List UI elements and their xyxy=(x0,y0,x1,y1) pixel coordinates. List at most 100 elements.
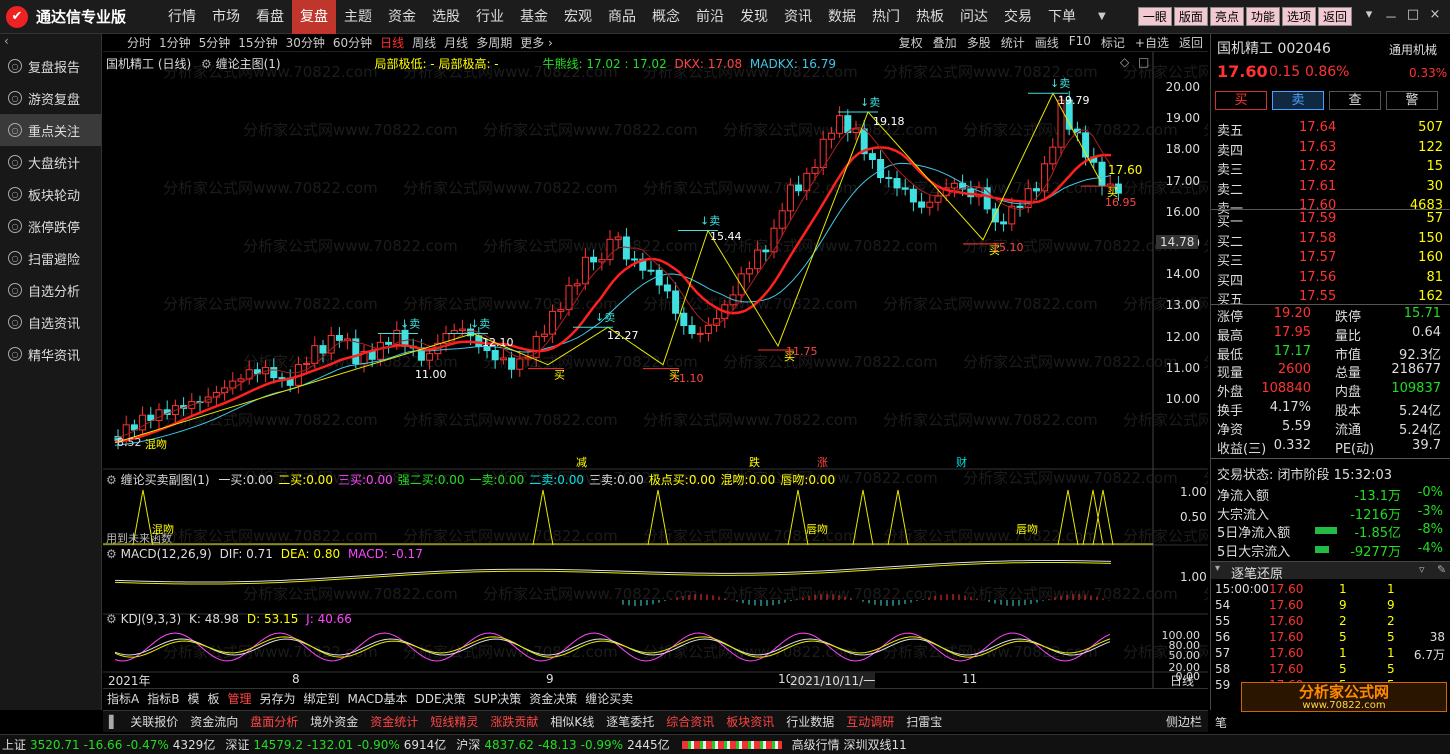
hs-index-name[interactable]: 沪深 xyxy=(456,738,481,752)
candle-body[interactable] xyxy=(549,310,557,335)
candle-body[interactable] xyxy=(385,341,393,345)
sidebar-item-2[interactable]: ○ 重点关注 xyxy=(0,114,101,146)
flow-row-0[interactable]: 净流入额 -13.1万 -0% xyxy=(1211,485,1450,504)
top-pill-3[interactable]: 功能 xyxy=(1245,7,1280,26)
candle-body[interactable] xyxy=(885,177,893,180)
period-tab-7[interactable]: 周线 xyxy=(412,36,437,50)
candle-body[interactable] xyxy=(786,184,794,212)
candle-body[interactable] xyxy=(1008,205,1016,225)
candle-body[interactable] xyxy=(311,345,319,364)
sidebar-item-8[interactable]: ○ 自选资讯 xyxy=(0,306,101,338)
period-tab-5[interactable]: 60分钟 xyxy=(332,36,373,50)
candle-body[interactable] xyxy=(139,414,147,431)
candle-body[interactable] xyxy=(647,269,655,272)
menu-item-8[interactable]: 基金 xyxy=(520,8,548,25)
candle-body[interactable] xyxy=(573,283,581,287)
candle-body[interactable] xyxy=(1114,183,1122,194)
indicator-tab-2[interactable]: 模 xyxy=(187,692,200,706)
sidebar-item-4[interactable]: ○ 板块轮动 xyxy=(0,178,101,210)
menu-item-13[interactable]: 发现 xyxy=(740,8,768,25)
indicator-tab-11[interactable]: 缠论买卖 xyxy=(585,692,634,706)
menu-item-11[interactable]: 概念 xyxy=(652,8,680,25)
event-marker-1[interactable]: 减 xyxy=(576,456,587,469)
candle-body[interactable] xyxy=(926,201,934,208)
function-item-10[interactable]: 板块资讯 xyxy=(726,715,775,729)
function-item-11[interactable]: 行业数据 xyxy=(786,715,835,729)
ask-row-3[interactable]: 卖二 17.61 30 xyxy=(1211,179,1450,198)
flow-row-1[interactable]: 大宗流入 -1216万 -3% xyxy=(1211,504,1450,523)
candle-body[interactable] xyxy=(1098,161,1106,187)
candle-body[interactable] xyxy=(795,184,803,192)
chart-tool-1[interactable]: 叠加 xyxy=(932,36,957,50)
function-item-6[interactable]: 涨跌贡献 xyxy=(490,715,539,729)
period-tab-6[interactable]: 日线 xyxy=(380,36,405,50)
period-tab-2[interactable]: 5分钟 xyxy=(198,36,231,50)
candle-body[interactable] xyxy=(1016,205,1024,208)
indicator-tab-1[interactable]: 指标B xyxy=(147,692,180,706)
ask-row-0[interactable]: 卖五 17.64 507 xyxy=(1211,120,1450,139)
candle-body[interactable] xyxy=(745,268,753,275)
menu-item-20[interactable]: 下单 xyxy=(1048,8,1076,25)
candle-body[interactable] xyxy=(811,166,819,174)
candle-body[interactable] xyxy=(934,195,942,203)
sz-index-name[interactable]: 深证 xyxy=(225,738,250,752)
chart-tool-2[interactable]: 多股 xyxy=(966,36,991,50)
chart-tool-5[interactable]: F10 xyxy=(1068,34,1091,48)
candle-body[interactable] xyxy=(147,414,155,422)
period-tab-3[interactable]: 15分钟 xyxy=(238,36,278,50)
function-item-1[interactable]: 资金流向 xyxy=(190,715,239,729)
indicator-tab-6[interactable]: 绑定到 xyxy=(303,692,340,706)
menu-item-18[interactable]: 问达 xyxy=(960,8,988,25)
candle-body[interactable] xyxy=(426,353,434,361)
event-marker-3[interactable]: 涨 xyxy=(817,456,828,469)
period-tab-0[interactable]: 分时 xyxy=(127,36,152,50)
candle-body[interactable] xyxy=(335,335,343,341)
indicator-tab-4[interactable]: 管理 xyxy=(227,692,252,706)
candle-body[interactable] xyxy=(663,284,671,292)
candle-body[interactable] xyxy=(557,309,565,312)
top-pill-2[interactable]: 亮点 xyxy=(1209,7,1244,26)
flow-row-2[interactable]: 5日净流入额 -1.85亿 -8% xyxy=(1211,522,1450,541)
sidebar-item-6[interactable]: ○ 扫雷避险 xyxy=(0,242,101,274)
candle-body[interactable] xyxy=(827,132,835,140)
tick-pin-icon[interactable]: ✎ xyxy=(1437,563,1447,576)
trade-action-0[interactable]: 买 xyxy=(1215,91,1267,110)
candle-body[interactable] xyxy=(467,328,475,337)
candle-body[interactable] xyxy=(688,325,696,335)
menu-item-9[interactable]: 宏观 xyxy=(564,8,592,25)
menu-item-4[interactable]: 主题 xyxy=(344,8,372,25)
sidebar-collapse-icon[interactable]: ‹ xyxy=(4,34,9,48)
function-item-3[interactable]: 境外资金 xyxy=(310,715,359,729)
chart-tool-6[interactable]: 标记 xyxy=(1100,36,1125,50)
sidebar-item-7[interactable]: ○ 自选分析 xyxy=(0,274,101,306)
candle-body[interactable] xyxy=(778,210,786,229)
candle-body[interactable] xyxy=(836,115,844,134)
macd-title[interactable]: MACD(12,26,9) xyxy=(120,547,212,561)
candle-body[interactable] xyxy=(909,188,917,203)
candle-body[interactable] xyxy=(672,290,680,314)
indicator-tab-10[interactable]: 资金决策 xyxy=(529,692,578,706)
sidebar-item-5[interactable]: ○ 涨停跌停 xyxy=(0,210,101,242)
candle-body[interactable] xyxy=(918,201,926,208)
candle-body[interactable] xyxy=(508,357,516,370)
candle-body[interactable] xyxy=(1032,188,1040,192)
menu-item-17[interactable]: 热板 xyxy=(916,8,944,25)
menu-item-5[interactable]: 资金 xyxy=(388,8,416,25)
function-item-0[interactable]: 关联报价 xyxy=(130,715,179,729)
candle-body[interactable] xyxy=(614,236,622,240)
bid-row-1[interactable]: 买二 17.58 150 xyxy=(1211,231,1450,250)
function-item-8[interactable]: 逐笔委托 xyxy=(606,715,655,729)
indicator-tab-8[interactable]: DDE决策 xyxy=(415,692,466,706)
candle-body[interactable] xyxy=(368,351,376,360)
menu-item-6[interactable]: 选股 xyxy=(432,8,460,25)
trade-action-3[interactable]: 警 xyxy=(1386,91,1438,110)
candle-body[interactable] xyxy=(590,256,598,263)
indicator-tab-9[interactable]: SUP决策 xyxy=(473,692,522,706)
maximize-icon[interactable]: □ xyxy=(1406,7,1420,22)
top-pill-1[interactable]: 版面 xyxy=(1173,7,1208,26)
funcbar-menu-icon[interactable]: ▌ xyxy=(109,714,119,729)
tick-filter-icon[interactable]: ▿ xyxy=(1419,563,1425,576)
menu-item-1[interactable]: 市场 xyxy=(212,8,240,25)
macd-gear-icon[interactable]: ⚙ xyxy=(106,547,117,561)
candle-body[interactable] xyxy=(516,358,524,370)
